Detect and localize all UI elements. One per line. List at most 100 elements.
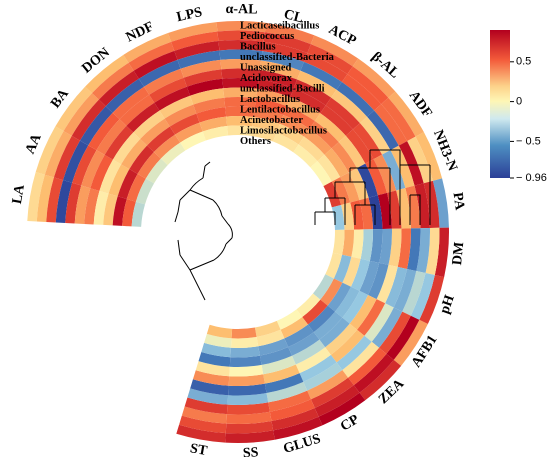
heatmap-cell [310,35,359,67]
variable-label: ST [189,441,209,457]
heatmap-cell [190,379,229,396]
heatmap-cell [254,320,281,337]
heatmap-cell [276,123,305,145]
genus-label: Bacillus [240,41,276,52]
heatmap-cell [103,193,118,226]
heatmap-cell [44,131,72,178]
heatmap-cell [105,78,145,113]
heatmap-cell [327,282,351,312]
heatmap-cell [307,305,335,333]
heatmap-cell [121,138,148,170]
heatmap-cell [226,411,272,425]
heatmap-cell [425,227,440,276]
heatmap-cell [36,174,54,222]
heatmap-cell [302,299,328,325]
heatmap-cell [187,388,229,405]
heatmap-cell [410,273,435,320]
heatmap-cell [123,32,172,63]
heatmap-cell [359,359,402,401]
heatmap-cell [201,342,231,358]
heatmap-cell [273,416,323,440]
heatmap-cell [325,97,360,130]
heatmap-cell [331,142,357,173]
heatmap-cell [138,59,181,87]
heatmap-cell [317,154,341,182]
heatmap-cell [84,188,100,225]
heatmap-cell [140,118,170,146]
heatmap-cell [65,182,82,224]
heatmap-cell [196,107,227,123]
heatmap-cell [280,316,308,339]
heatmap-cell [415,132,443,181]
heatmap-cell [357,299,386,336]
heatmap-cell [225,430,275,443]
heatmap-cell [283,106,315,129]
heatmap-cell [298,136,325,162]
heatmap-cell [27,171,45,222]
heatmap-cell [112,86,150,120]
heatmap-cell [171,31,219,51]
heatmap-cell [230,336,259,349]
heatmap-cell [250,126,277,142]
heatmap-cell [112,132,141,165]
heatmap-cell [35,126,64,175]
heatmap-cell [263,364,300,384]
heatmap-cell [423,180,440,229]
heatmap-cell [147,126,175,153]
heatmap-cell [81,150,105,189]
heatmap-cell [117,169,138,200]
heatmap-cell [153,134,181,159]
heatmap-cell [279,114,310,137]
heatmap-cell [177,50,221,69]
heatmap-cell [309,121,339,149]
heatmap-cell [229,364,264,377]
heatmap-cell [225,421,274,434]
heatmap-cell [80,106,113,146]
heatmap-cell [192,370,230,386]
heatmap-cell [345,129,374,164]
heatmap-cell [258,69,298,89]
heatmap-cell [226,402,270,415]
heatmap-cell [303,52,348,82]
heatmap-cell [55,180,73,223]
heatmap-cell [320,278,343,306]
variable-label: α-AL [225,2,257,17]
heatmap-cell [364,303,394,342]
heatmap-cell [388,91,424,137]
genus-label: Acidovorax [240,73,293,84]
heatmap-cell [303,362,343,391]
heatmap-ring-cells [27,21,449,443]
heatmap-cell [351,229,364,259]
heatmap-cell [290,88,326,114]
heatmap-cell [231,327,257,339]
heatmap-cell [252,117,280,133]
heatmap-cell [314,385,360,417]
heatmap-cell [261,51,304,71]
heatmap-cell [386,190,402,229]
heatmap-cell [259,347,292,365]
heatmap-cell [99,159,122,194]
variable-label: CL [282,7,305,26]
heatmap-cell [386,315,420,360]
heatmap-cell [104,125,134,160]
heatmap-cell [221,68,260,80]
heatmap-cell [388,228,402,267]
heatmap-cell [226,116,254,127]
heatmap-cell [356,163,378,198]
heatmap-cell [340,172,360,203]
heatmap-cell [373,154,397,193]
heatmap-cell [119,94,155,126]
heatmap-cell [149,77,187,103]
heatmap-cell [254,98,287,115]
heatmap-cell [347,66,389,105]
heatmap-cell [288,332,320,356]
heatmap-cell [359,116,391,155]
genus-label: Others [240,136,271,147]
heatmap-cell [133,110,165,139]
heatmap-cell [377,192,392,229]
genus-label: unclassified-Bacilli [240,83,325,94]
heatmap-cell [223,87,258,99]
heatmap-cell [72,145,97,186]
genus-label: Lentilactobacillus [240,104,320,115]
